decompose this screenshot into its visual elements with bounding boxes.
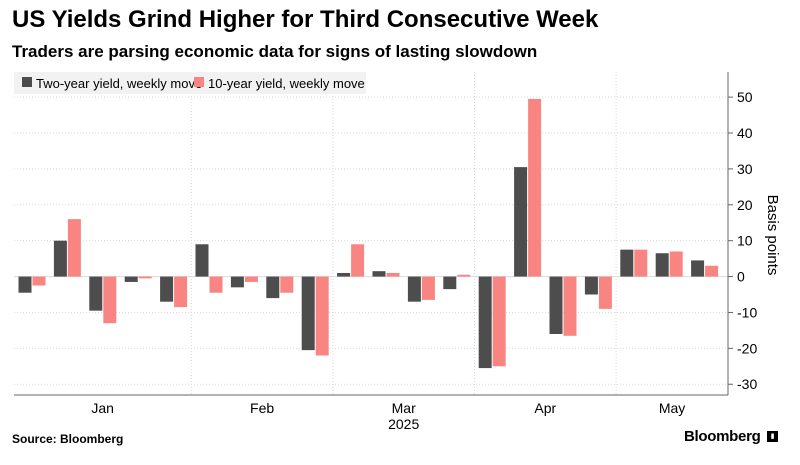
y-tick-label: 10	[737, 233, 753, 249]
x-tick-label: May	[659, 400, 685, 416]
bar-ten-year	[351, 244, 365, 277]
bar-ten-year	[32, 276, 46, 286]
legend-background	[14, 72, 366, 94]
source-note: Source: Bloomberg	[12, 432, 124, 446]
x-tick-label: Jan	[91, 400, 114, 416]
chart-subtitle: Traders are parsing economic data for si…	[12, 42, 538, 61]
y-tick-label: 20	[737, 197, 753, 213]
x-tick-label: Feb	[250, 400, 274, 416]
y-tick-label: -10	[737, 304, 757, 320]
bar-two-year	[266, 276, 280, 299]
bar-ten-year	[244, 276, 258, 282]
gridlines	[14, 72, 728, 395]
bar-two-year	[18, 276, 32, 293]
legend: Two-year yield, weekly move 10-year yield…	[14, 72, 366, 94]
legend-label-ten-year: 10-year yield, weekly move	[208, 76, 365, 91]
bar-ten-year	[138, 276, 152, 279]
bar-two-year	[53, 240, 67, 277]
bar-two-year	[478, 276, 492, 369]
bar-two-year	[89, 276, 103, 311]
x-tick-label: Mar	[392, 400, 416, 416]
legend-swatch-two-year	[22, 77, 32, 87]
bar-ten-year	[174, 276, 188, 308]
bar-ten-year	[634, 249, 648, 277]
bar-ten-year	[598, 276, 612, 309]
x-year-label: 2025	[388, 416, 419, 432]
bar-ten-year	[705, 265, 719, 277]
y-tick-label: -30	[737, 376, 757, 392]
y-tick-label: -20	[737, 340, 757, 356]
y-tick-label: 30	[737, 161, 753, 177]
bars	[18, 98, 719, 369]
bar-ten-year	[528, 98, 542, 277]
bar-ten-year	[103, 276, 117, 324]
y-tick-label: 50	[737, 89, 753, 105]
bar-two-year	[514, 167, 528, 277]
bar-two-year	[301, 276, 315, 351]
legend-swatch-ten-year	[194, 77, 204, 87]
bar-two-year	[584, 276, 598, 295]
bar-ten-year	[669, 251, 683, 277]
bar-two-year	[372, 271, 386, 277]
bar-two-year	[549, 276, 563, 334]
bar-ten-year	[563, 276, 577, 336]
bar-ten-year	[386, 272, 400, 277]
bar-ten-year	[67, 219, 81, 277]
bar-two-year	[620, 249, 634, 277]
brand-logo: Bloomberg	[684, 428, 761, 445]
bar-ten-year	[280, 276, 294, 293]
bar-two-year	[443, 276, 457, 290]
bar-two-year	[195, 244, 209, 277]
y-tick-label: 0	[737, 269, 745, 285]
bar-two-year	[124, 276, 138, 282]
bar-two-year	[337, 272, 351, 277]
brand-chart-icon: ▮	[767, 431, 778, 442]
bar-two-year	[230, 276, 244, 288]
y-tick-label: 40	[737, 125, 753, 141]
y-axis-title: Basis points	[764, 195, 781, 276]
bar-two-year	[655, 253, 669, 277]
bar-ten-year	[457, 274, 471, 277]
legend-label-two-year: Two-year yield, weekly move	[36, 76, 202, 91]
bar-two-year	[407, 276, 421, 302]
bar-ten-year	[315, 276, 329, 356]
bar-ten-year	[492, 276, 506, 367]
bar-two-year	[691, 260, 705, 277]
bar-ten-year	[209, 276, 223, 293]
chart-title: US Yields Grind Higher for Third Consecu…	[12, 6, 599, 33]
bar-two-year	[160, 276, 174, 302]
x-tick-label: Apr	[534, 400, 556, 416]
bar-ten-year	[421, 276, 435, 300]
